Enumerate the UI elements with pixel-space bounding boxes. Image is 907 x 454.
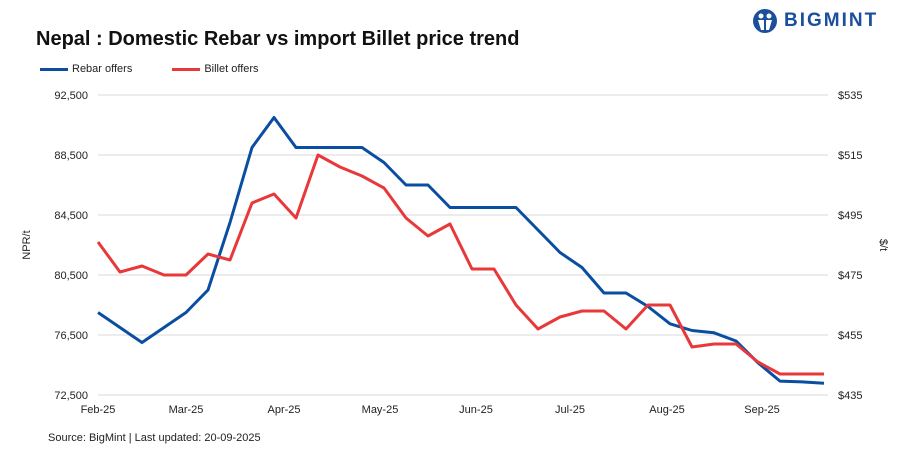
x-tick-label: Apr-25 <box>267 404 300 416</box>
x-tick-label: Aug-25 <box>649 404 684 416</box>
y2-tick-label: $435 <box>838 390 862 402</box>
logo-icon <box>753 9 777 33</box>
y-tick-label: 88,500 <box>54 150 88 162</box>
legend-item-rebar: Rebar offers <box>40 63 132 75</box>
y2-tick-label: $475 <box>838 270 862 282</box>
y2-tick-label: $455 <box>838 330 862 342</box>
x-tick-label: Jun-25 <box>459 404 493 416</box>
y2-tick-label: $535 <box>838 90 862 102</box>
x-tick-label: Jul-25 <box>555 404 585 416</box>
legend-item-billet: Billet offers <box>172 63 259 75</box>
y2-axis-title: $/t <box>877 239 889 251</box>
chart-title: Nepal : Domestic Rebar vs import Billet … <box>36 28 520 50</box>
y-tick-label: 84,500 <box>54 210 88 222</box>
y-tick-label: 80,500 <box>54 270 88 282</box>
source-note: Source: BigMint | Last updated: 20-09-20… <box>48 432 261 444</box>
y2-tick-label: $495 <box>838 210 862 222</box>
y2-tick-label: $515 <box>838 150 862 162</box>
y-axis-title: NPR/t <box>21 230 33 259</box>
x-tick-label: Feb-25 <box>81 404 116 416</box>
y-tick-label: 92,500 <box>54 90 88 102</box>
y-tick-label: 72,500 <box>54 390 88 402</box>
y-tick-label: 76,500 <box>54 330 88 342</box>
legend: Rebar offers Billet offers <box>40 63 259 75</box>
x-tick-label: May-25 <box>362 404 399 416</box>
x-tick-label: Mar-25 <box>169 404 204 416</box>
bigmint-logo: BIGMINT <box>752 8 878 34</box>
series-line-billet <box>96 153 824 376</box>
x-tick-label: Sep-25 <box>744 404 779 416</box>
